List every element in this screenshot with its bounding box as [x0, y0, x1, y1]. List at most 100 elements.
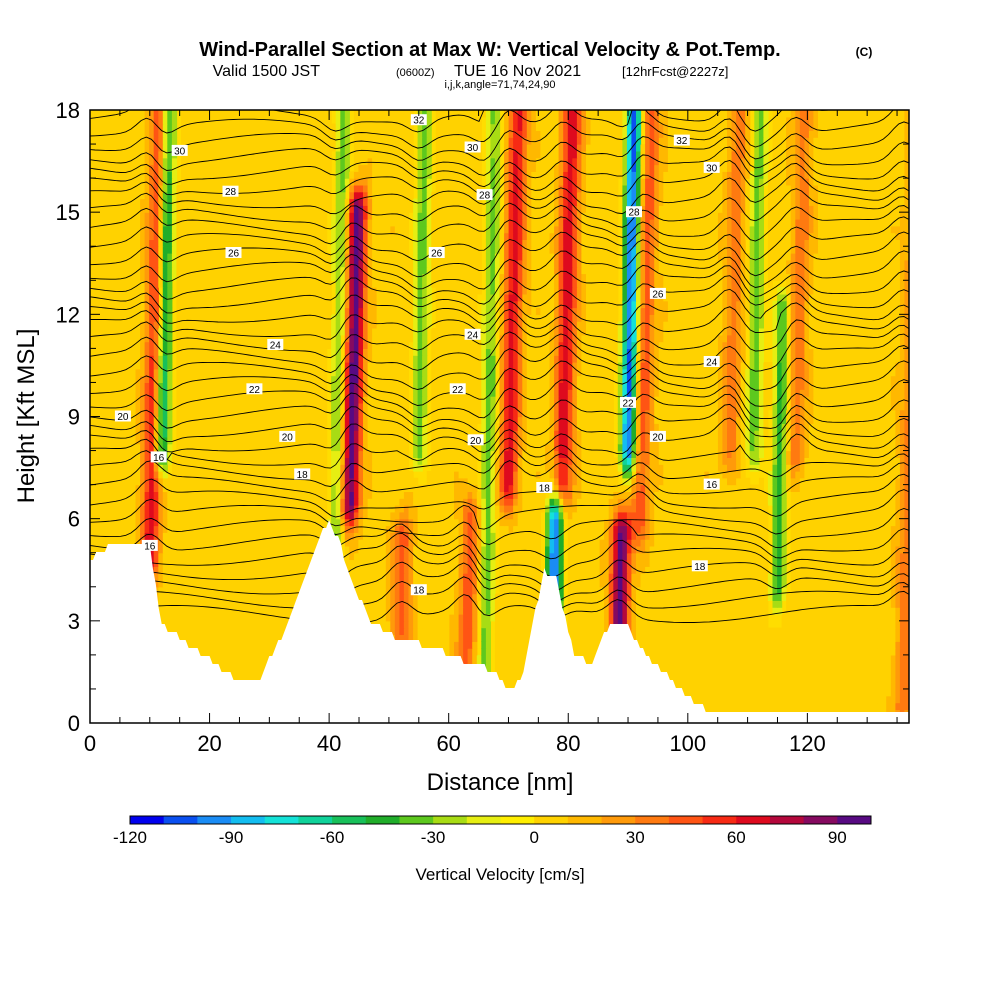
velocity-cell — [808, 675, 815, 683]
velocity-cell — [281, 600, 287, 608]
velocity-cell — [818, 695, 824, 704]
velocity-cell — [526, 600, 532, 608]
velocity-cell — [513, 552, 519, 561]
velocity-cell — [686, 566, 692, 574]
velocity-cell — [385, 573, 391, 581]
velocity-cell — [822, 620, 828, 629]
velocity-cell — [399, 559, 405, 567]
velocity-cell — [858, 586, 865, 595]
velocity-cell — [467, 586, 473, 595]
velocity-cell — [904, 532, 909, 540]
velocity-cell — [663, 539, 669, 547]
velocity-cell — [363, 545, 369, 554]
velocity-cell — [181, 614, 187, 622]
velocity-cell — [267, 586, 273, 595]
velocity-cell — [708, 593, 714, 601]
velocity-cell — [686, 614, 692, 622]
velocity-cell — [340, 525, 346, 533]
velocity-cell — [904, 634, 909, 642]
velocity-cell — [758, 586, 764, 595]
velocity-cell — [686, 586, 692, 595]
velocity-cell — [676, 648, 683, 656]
velocity-cell — [667, 668, 673, 676]
velocity-cell — [208, 607, 214, 615]
velocity-cell — [713, 573, 719, 581]
velocity-cell — [881, 654, 887, 663]
velocity-cell — [504, 682, 510, 690]
velocity-cell — [581, 559, 587, 567]
velocity-cell — [849, 607, 855, 615]
velocity-cell — [171, 614, 178, 622]
velocity-cell — [904, 675, 909, 683]
velocity-cell — [654, 593, 660, 601]
velocity-cell — [626, 552, 633, 561]
velocity-cell — [226, 600, 232, 608]
velocity-cell — [717, 539, 723, 547]
velocity-cell — [736, 648, 742, 656]
velocity-cell — [435, 559, 441, 567]
velocity-cell — [90, 539, 96, 547]
velocity-cell — [99, 525, 105, 533]
velocity-cell — [890, 641, 896, 649]
velocity-cell — [212, 525, 218, 533]
velocity-cell — [449, 559, 455, 567]
velocity-cell — [235, 634, 241, 642]
velocity-cell — [676, 552, 683, 561]
velocity-cell — [499, 620, 505, 629]
velocity-cell — [881, 600, 887, 608]
velocity-cell — [777, 702, 783, 710]
velocity-cell — [740, 654, 746, 663]
velocity-cell — [522, 539, 528, 547]
velocity-cell — [508, 661, 514, 670]
velocity-cell — [231, 580, 237, 588]
velocity-cell — [185, 620, 191, 629]
velocity-cell — [194, 573, 200, 581]
velocity-cell — [799, 532, 805, 540]
velocity-cell — [631, 573, 637, 581]
velocity-cell — [176, 614, 182, 622]
velocity-cell — [431, 552, 437, 561]
velocity-cell — [827, 552, 833, 561]
velocity-cell — [222, 573, 228, 581]
velocity-cell — [308, 545, 314, 554]
velocity-cell — [508, 559, 514, 567]
velocity-cell — [267, 545, 273, 554]
velocity-cell — [599, 593, 605, 601]
velocity-cell — [194, 620, 200, 629]
velocity-cell — [713, 682, 719, 690]
velocity-cell — [881, 695, 887, 704]
velocity-cell — [790, 573, 796, 581]
velocity-cell — [745, 627, 751, 635]
velocity-cell — [494, 634, 501, 642]
velocity-cell — [713, 648, 719, 656]
velocity-cell — [240, 661, 246, 670]
velocity-cell — [262, 614, 269, 622]
velocity-cell — [831, 648, 837, 656]
velocity-cell — [681, 641, 687, 649]
velocity-cell — [103, 539, 109, 547]
velocity-cell — [845, 539, 851, 547]
velocity-cell — [176, 552, 182, 561]
velocity-cell — [595, 580, 601, 588]
velocity-cell — [272, 566, 278, 574]
velocity-cell — [840, 586, 846, 595]
velocity-cell — [767, 586, 773, 595]
velocity-cell — [713, 607, 719, 615]
velocity-cell — [808, 600, 815, 608]
velocity-cell — [831, 552, 837, 561]
velocity-cell — [881, 614, 887, 622]
velocity-cell — [895, 532, 901, 540]
velocity-cell — [845, 661, 851, 670]
velocity-cell — [203, 641, 209, 649]
velocity-cell — [458, 586, 464, 595]
velocity-cell — [281, 586, 287, 595]
velocity-cell — [763, 593, 769, 601]
velocity-cell — [235, 525, 241, 533]
velocity-cell — [376, 600, 382, 608]
velocity-cell — [171, 525, 178, 533]
velocity-cell — [130, 525, 137, 533]
chart-title: Wind-Parallel Section at Max W: Vertical… — [199, 39, 780, 61]
velocity-cell — [458, 559, 464, 567]
velocity-cell — [217, 627, 223, 635]
velocity-cell — [403, 600, 409, 608]
